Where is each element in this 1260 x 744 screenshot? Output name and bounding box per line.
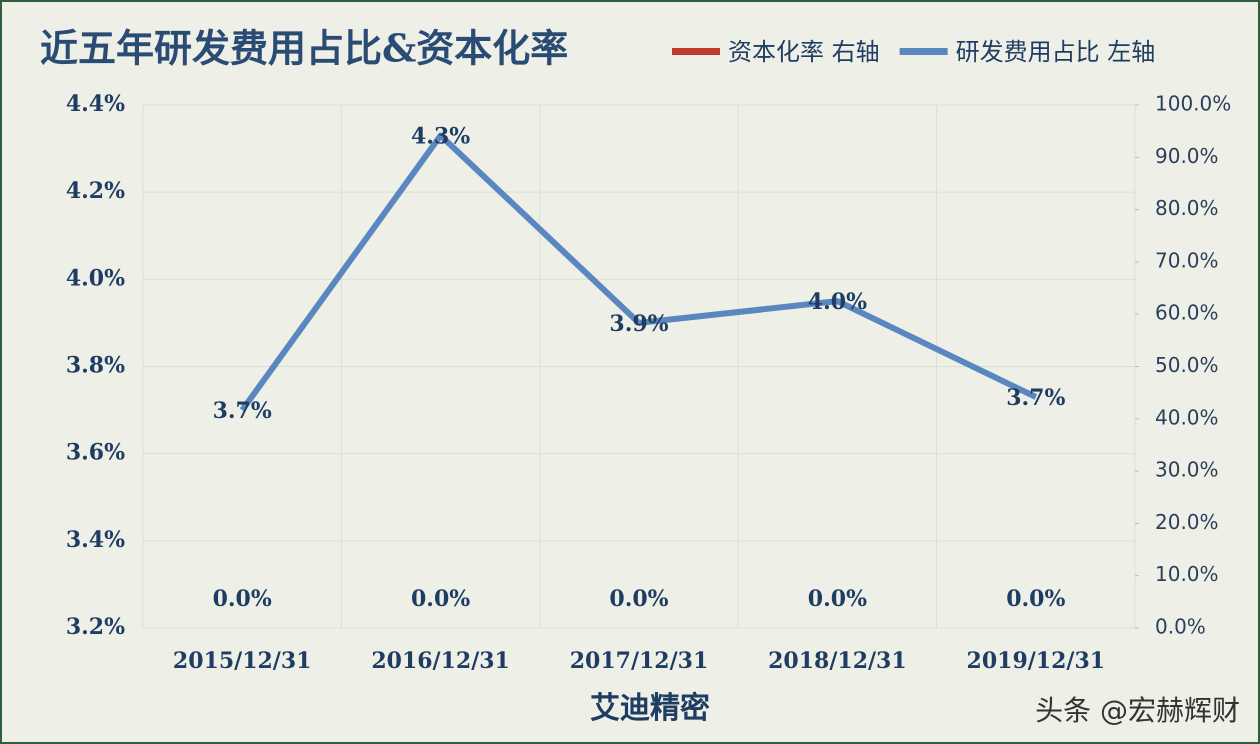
y-tick-label: 3.6% [66, 440, 125, 466]
legend-label: 研发费用占比 左轴 [956, 38, 1156, 66]
y2-tick-label: 50.0% [1155, 353, 1219, 377]
data-label: 3.7% [213, 398, 272, 424]
line-series [239, 132, 1038, 412]
y2-tick-label: 30.0% [1155, 458, 1219, 482]
y2-tick-label: 90.0% [1155, 144, 1219, 168]
y2-tick-label: 10.0% [1155, 562, 1219, 586]
y2-tick-label: 80.0% [1155, 196, 1219, 220]
data-label: 0.0% [213, 586, 272, 612]
data-label: 0.0% [1006, 586, 1065, 612]
y2-tick-label: 60.0% [1155, 301, 1219, 325]
legend-swatch [672, 48, 720, 55]
y-tick-label: 3.2% [66, 614, 125, 640]
y2-tick-label: 0.0% [1155, 615, 1206, 639]
data-label: 3.9% [609, 311, 668, 337]
data-label: 4.3% [411, 124, 470, 150]
data-label: 0.0% [808, 586, 867, 612]
y2-tick-label: 100.0% [1155, 92, 1231, 116]
data-label: 3.7% [1006, 385, 1065, 411]
chart-title: 近五年研发费用占比&资本化率 [40, 26, 568, 71]
y-tick-label: 4.4% [66, 91, 125, 117]
y-tick-label: 3.8% [66, 353, 125, 379]
y-tick-label: 4.2% [66, 178, 125, 204]
x-tick-label: 2018/12/31 [768, 648, 907, 674]
y-tick-label: 3.4% [66, 527, 125, 553]
x-axis-title: 艾迪精密 [590, 691, 710, 726]
y2-tick-label: 40.0% [1155, 405, 1219, 429]
y2-tick-label: 20.0% [1155, 510, 1219, 534]
x-tick-label: 2016/12/31 [371, 648, 510, 674]
x-tick-label: 2015/12/31 [173, 648, 312, 674]
legend-swatch [899, 48, 948, 55]
watermark: 头条 @宏赫辉财 [1035, 694, 1240, 727]
data-label: 0.0% [411, 586, 470, 612]
y-tick-label: 4.0% [66, 265, 125, 291]
data-label: 0.0% [609, 586, 668, 612]
data-label: 4.0% [808, 289, 867, 315]
x-tick-label: 2017/12/31 [570, 648, 709, 674]
y2-tick-label: 70.0% [1155, 248, 1219, 272]
legend-label: 资本化率 右轴 [728, 38, 880, 66]
x-tick-label: 2019/12/31 [967, 648, 1106, 674]
